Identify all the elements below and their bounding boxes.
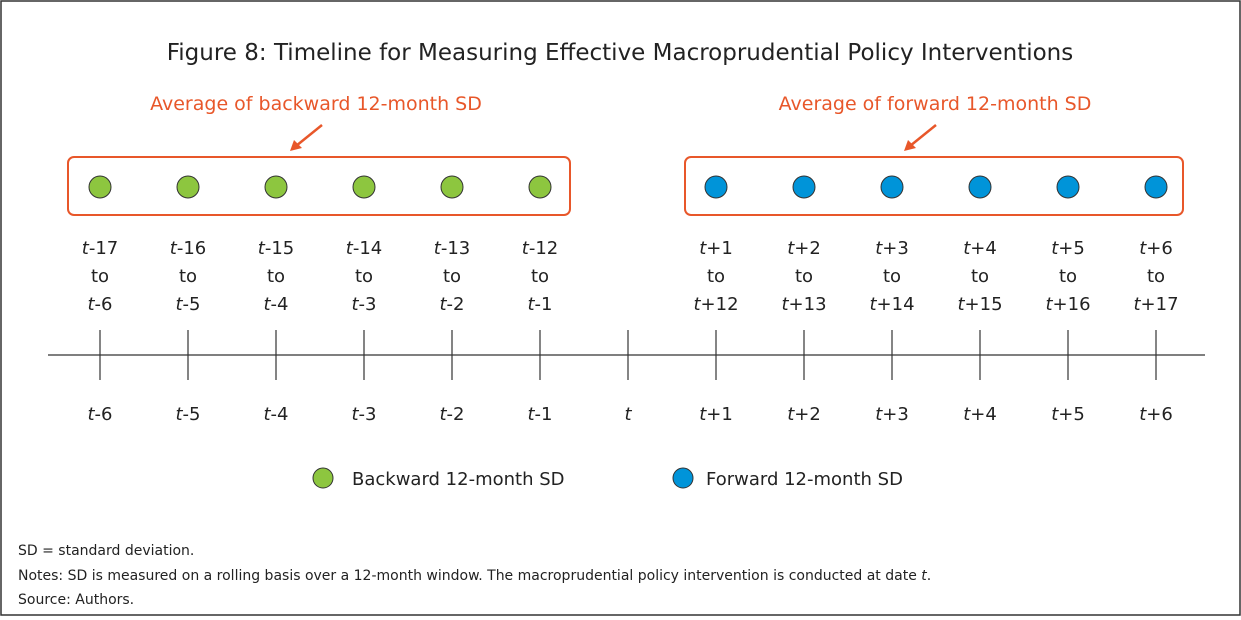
date-label: t+2 (787, 404, 821, 425)
legend-marker (672, 467, 694, 489)
arrow (295, 124, 323, 147)
window-label: to (91, 266, 109, 287)
date-label: t+4 (963, 404, 997, 425)
date-label: t+1 (699, 404, 733, 425)
window-label: t-15 (258, 238, 294, 259)
arrow-head (904, 140, 916, 151)
window-dot (440, 175, 464, 199)
window-label: t+15 (957, 294, 1002, 315)
date-label: t-3 (351, 404, 376, 425)
annotation: Average of backward 12-month SD (150, 93, 482, 115)
window-label: t+5 (1051, 238, 1085, 259)
date-label: t-1 (527, 404, 552, 425)
window-dot (352, 175, 376, 199)
window-label: to (443, 266, 461, 287)
window-label: t+17 (1133, 294, 1178, 315)
window-label: t+16 (1045, 294, 1090, 315)
window-dot (88, 175, 112, 199)
window-label: to (531, 266, 549, 287)
note: SD = standard deviation. (18, 543, 194, 559)
arrow (909, 124, 937, 147)
window-dot (1144, 175, 1168, 199)
window-label: to (795, 266, 813, 287)
window-label: to (179, 266, 197, 287)
window-dot (1056, 175, 1080, 199)
window-label: to (883, 266, 901, 287)
window-dot (968, 175, 992, 199)
window-dot (880, 175, 904, 199)
date-label: t-2 (439, 404, 464, 425)
window-dot (704, 175, 728, 199)
group-box (67, 156, 571, 216)
window-label: t-16 (170, 238, 206, 259)
window-label: t+12 (693, 294, 738, 315)
window-label: to (1147, 266, 1165, 287)
window-dot (528, 175, 552, 199)
window-label: t+2 (787, 238, 821, 259)
note: Source: Authors. (18, 592, 134, 608)
date-label: t (624, 404, 632, 425)
window-label: t-3 (351, 294, 376, 315)
window-label: to (267, 266, 285, 287)
window-label: t-5 (175, 294, 200, 315)
arrow-head (290, 140, 302, 151)
date-label: t+3 (875, 404, 909, 425)
window-dot (264, 175, 288, 199)
window-label: to (1059, 266, 1077, 287)
window-label: t+6 (1139, 238, 1173, 259)
window-label: t+4 (963, 238, 997, 259)
date-label: t-5 (175, 404, 200, 425)
legend-label: Backward 12-month SD (352, 469, 565, 490)
legend-marker (312, 467, 334, 489)
window-label: t+14 (869, 294, 914, 315)
window-label: to (971, 266, 989, 287)
title: Figure 8: Timeline for Measuring Effecti… (167, 40, 1074, 66)
date-label: t+6 (1139, 404, 1173, 425)
note: Notes: SD is measured on a rolling basis… (18, 568, 931, 584)
window-dot (176, 175, 200, 199)
window-label: t-1 (527, 294, 552, 315)
window-label: to (355, 266, 373, 287)
window-label: t-2 (439, 294, 464, 315)
window-label: t-14 (346, 238, 382, 259)
window-label: t+1 (699, 238, 733, 259)
window-label: t-6 (87, 294, 112, 315)
window-label: t-17 (82, 238, 118, 259)
window-label: t-12 (522, 238, 558, 259)
annotation: Average of forward 12-month SD (779, 93, 1092, 115)
group-box (684, 156, 1184, 216)
legend-label: Forward 12-month SD (706, 469, 903, 490)
window-dot (792, 175, 816, 199)
window-label: t+13 (781, 294, 826, 315)
window-label: t+3 (875, 238, 909, 259)
window-label: to (707, 266, 725, 287)
window-label: t-13 (434, 238, 470, 259)
window-label: t-4 (263, 294, 288, 315)
date-label: t-4 (263, 404, 288, 425)
date-label: t+5 (1051, 404, 1085, 425)
date-label: t-6 (87, 404, 112, 425)
